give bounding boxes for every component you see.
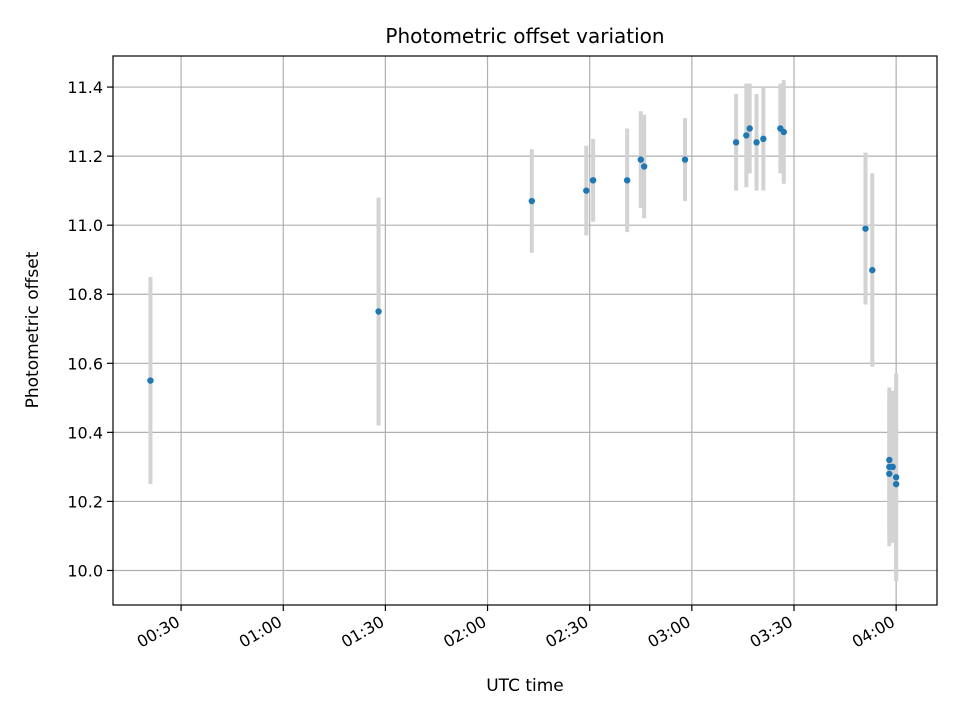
- data-point: [375, 308, 382, 315]
- data-point: [869, 266, 876, 274]
- y-axis-label: Photometric offset: [23, 251, 43, 408]
- y-tick-label: 10.6: [67, 354, 103, 373]
- data-points: [147, 125, 900, 488]
- data-point: [746, 125, 753, 132]
- data-point: [623, 177, 631, 184]
- data-point: [583, 187, 590, 194]
- data-point: [147, 377, 154, 384]
- plot-frame: [112, 55, 938, 606]
- y-tick-label: 10.8: [67, 285, 103, 304]
- data-point: [886, 470, 893, 477]
- y-tick-label: 10.4: [67, 423, 103, 442]
- data-point: [681, 156, 689, 163]
- data-point: [743, 132, 750, 139]
- y-tick-label: 11.4: [67, 78, 103, 97]
- y-tick-label: 10.2: [67, 492, 103, 511]
- data-point: [753, 139, 760, 146]
- data-point: [760, 135, 767, 143]
- data-point: [528, 197, 536, 205]
- data-point: [862, 225, 869, 232]
- y-tick-label: 11.0: [67, 216, 103, 235]
- y-tick-label: 10.0: [67, 561, 103, 580]
- x-axis-label: UTC time: [486, 676, 564, 696]
- data-point: [637, 156, 644, 163]
- y-axis: 10.0 10.2 10.4 10.6 10.8 11.0 11.2 11.4: [67, 78, 113, 580]
- data-point: [780, 128, 787, 136]
- data-point: [589, 177, 597, 184]
- data-point: [892, 474, 900, 481]
- data-point: [732, 139, 740, 146]
- data-point: [892, 480, 900, 488]
- grid: [113, 56, 937, 605]
- data-point: [640, 163, 648, 170]
- y-tick-label: 11.2: [67, 147, 103, 166]
- chart-title: Photometric offset variation: [385, 24, 664, 48]
- data-point: [889, 463, 896, 471]
- data-point: [886, 456, 893, 464]
